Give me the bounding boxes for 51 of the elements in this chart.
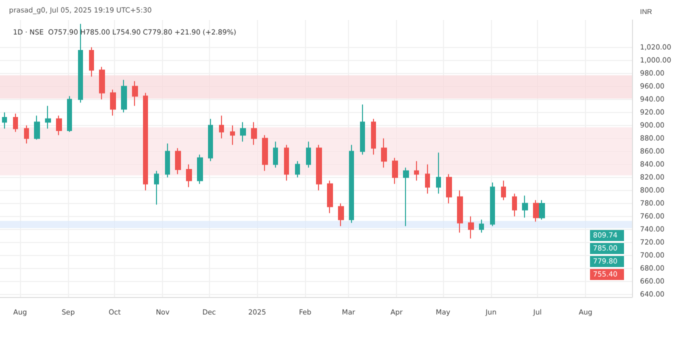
candlestick — [403, 167, 409, 227]
candlestick — [425, 164, 430, 194]
candlestick — [360, 104, 365, 156]
candlestick — [219, 115, 224, 139]
candlestick — [512, 193, 517, 217]
candlestick — [13, 113, 18, 132]
candlestick — [110, 89, 116, 116]
candlestick — [143, 92, 148, 191]
candlestick — [316, 144, 322, 191]
candlestick — [273, 141, 278, 168]
candlestick — [89, 46, 94, 78]
candlestick — [468, 216, 474, 239]
candlestick — [436, 152, 441, 194]
candlestick — [306, 141, 311, 168]
candlestick — [522, 195, 528, 218]
candlestick — [262, 134, 268, 172]
candlestick — [175, 148, 181, 175]
candlestick — [501, 180, 506, 201]
candlestick — [121, 79, 127, 113]
candlestick — [338, 202, 344, 227]
candlestick — [539, 200, 545, 220]
candlestick — [78, 23, 83, 104]
candlestick — [381, 138, 387, 168]
candlestick — [349, 144, 354, 224]
candlestick — [186, 164, 192, 188]
candlestick — [67, 96, 72, 132]
candlestick — [457, 190, 463, 234]
candlestick — [490, 182, 495, 227]
candlestick — [208, 118, 213, 162]
candlestick — [392, 157, 398, 184]
candlestick — [284, 144, 289, 182]
candlestick — [230, 124, 235, 146]
candlestick — [24, 124, 29, 144]
candlestick — [197, 154, 203, 184]
candlestick — [446, 174, 452, 204]
candlestick — [327, 180, 333, 214]
candlestick — [56, 115, 62, 136]
candlestick — [533, 200, 539, 222]
candlestick — [165, 143, 170, 178]
candlestick — [240, 122, 246, 142]
candlestick — [154, 170, 159, 206]
candlestick — [371, 118, 376, 156]
candlestick — [479, 219, 484, 234]
candlestick — [2, 112, 7, 130]
candlestick — [99, 66, 105, 100]
candlestick — [34, 115, 40, 140]
candlestick — [251, 122, 257, 146]
candlestick — [414, 160, 419, 182]
candlestick — [45, 105, 51, 130]
candlestick — [132, 80, 138, 106]
candlestick — [295, 160, 300, 178]
